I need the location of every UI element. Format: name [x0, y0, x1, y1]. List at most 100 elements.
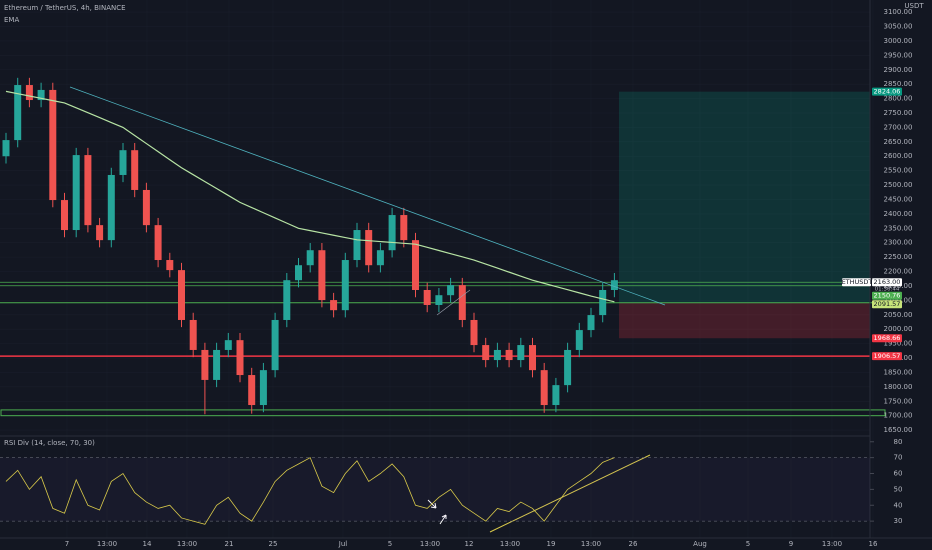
x-tick-label: 21: [225, 540, 234, 548]
y-tick-label: 1850.00: [884, 368, 913, 376]
x-tick-label: 13:00: [97, 540, 117, 548]
symbol-tag: [842, 278, 871, 287]
target-zone: [619, 91, 870, 303]
x-tick-label: Jul: [338, 540, 348, 548]
candle-body: [458, 285, 466, 320]
x-tick-label: 13:00: [822, 540, 842, 548]
candle-body: [213, 349, 221, 380]
candle-body: [529, 345, 536, 371]
candle-body: [365, 230, 373, 266]
y-tick-label: 3100.00: [884, 8, 913, 16]
currency-label: USDT: [904, 2, 924, 10]
candle-body: [552, 385, 560, 406]
candle-body: [295, 265, 302, 281]
rsi-tick-label: 80: [894, 438, 903, 446]
rsi-tick-label: 60: [894, 470, 903, 478]
candle-body: [587, 315, 595, 331]
y-tick-label: 2900.00: [884, 66, 913, 74]
y-tick-label: 2850.00: [884, 80, 913, 88]
price-tag: [872, 87, 902, 96]
candle-body: [482, 345, 490, 361]
y-tick-label: 2250.00: [884, 253, 913, 261]
candle-body: [376, 250, 384, 266]
candle-body: [575, 330, 583, 350]
arrow: [439, 514, 447, 525]
price-tag-label: 1906.57: [874, 352, 901, 360]
candle-body: [72, 155, 80, 231]
y-tick-label: 2050.00: [884, 311, 913, 319]
y-tick-label: 2700.00: [884, 123, 913, 131]
candle-body: [517, 345, 525, 361]
x-tick-label: 19: [547, 540, 556, 548]
y-tick-label: 3000.00: [884, 37, 913, 45]
price-tag-label: 1968.66: [874, 334, 901, 342]
candle-body: [599, 290, 607, 316]
x-tick-label: 5: [746, 540, 750, 548]
candle-body: [447, 285, 455, 296]
x-tick-label: 13:00: [420, 540, 440, 548]
candle-body: [107, 174, 115, 241]
symbol-tag-label: ETHUSDT: [842, 278, 873, 286]
x-tick-label: 13:00: [581, 540, 601, 548]
rsi-legend: RSI Div (14, close, 70, 30): [4, 439, 95, 447]
price-tag: [872, 334, 902, 343]
y-tick-label: 2350.00: [884, 224, 913, 232]
candle-body: [283, 280, 291, 320]
candle-body: [271, 319, 279, 371]
y-tick-label: 2800.00: [884, 95, 913, 103]
candle-body: [142, 189, 150, 226]
plot: [2, 77, 618, 415]
candle-body: [178, 270, 185, 320]
candle-body: [189, 319, 197, 350]
countdown-label: 01:36:44: [875, 287, 900, 293]
candle-body: [49, 89, 57, 201]
candle-body: [61, 200, 68, 231]
y-tick-label: 3050.00: [884, 23, 913, 31]
candle-body: [248, 375, 256, 406]
x-tick-label: 9: [789, 540, 793, 548]
zones: [0, 91, 886, 417]
y-tick-label: 1750.00: [884, 397, 913, 405]
x-tick-label: 12: [465, 540, 474, 548]
price-tag: [872, 278, 902, 287]
x-tick-label: 16: [869, 540, 878, 548]
x-tick-label: 13:00: [500, 540, 520, 548]
price-tag: [872, 352, 902, 361]
y-tick-label: 1800.00: [884, 383, 913, 391]
rsi-trend-line: [489, 454, 651, 533]
y-tick-label: 1700.00: [884, 412, 913, 420]
y-tick-label: 2300.00: [884, 239, 913, 247]
y-tick-label: 2950.00: [884, 51, 913, 59]
candle-body: [14, 85, 22, 141]
candle-body: [201, 349, 209, 380]
x-tick-label: 7: [65, 540, 69, 548]
candle-body: [610, 280, 618, 290]
x-tick-label: 13:00: [177, 540, 197, 548]
candle-body: [224, 340, 232, 350]
y-tick-label: 2650.00: [884, 138, 913, 146]
candle-body: [131, 150, 139, 190]
y-tick-label: 2550.00: [884, 167, 913, 175]
wedge-line: [436, 289, 471, 316]
candle-body: [400, 215, 408, 241]
candle-body: [435, 295, 443, 305]
candle-body: [119, 150, 127, 175]
x-tick-label: 26: [629, 540, 638, 548]
y-tick-label: 2500.00: [884, 181, 913, 189]
price-tag-label: 2150.76: [874, 292, 901, 300]
x-tick-label: Aug: [693, 540, 707, 548]
rsi-tick-label: 30: [894, 517, 903, 525]
candle-body: [306, 250, 314, 266]
y-tick-label: 2200.00: [884, 268, 913, 276]
candle-body: [25, 85, 33, 101]
rsi-band: [0, 457, 870, 522]
candle-body: [37, 89, 45, 101]
candle-body: [84, 155, 92, 226]
stop-zone: [619, 302, 870, 339]
candle-body: [318, 250, 326, 301]
candle-body: [564, 349, 572, 386]
x-tick-label: 5: [388, 540, 392, 548]
y-tick-label: 2600.00: [884, 152, 913, 160]
